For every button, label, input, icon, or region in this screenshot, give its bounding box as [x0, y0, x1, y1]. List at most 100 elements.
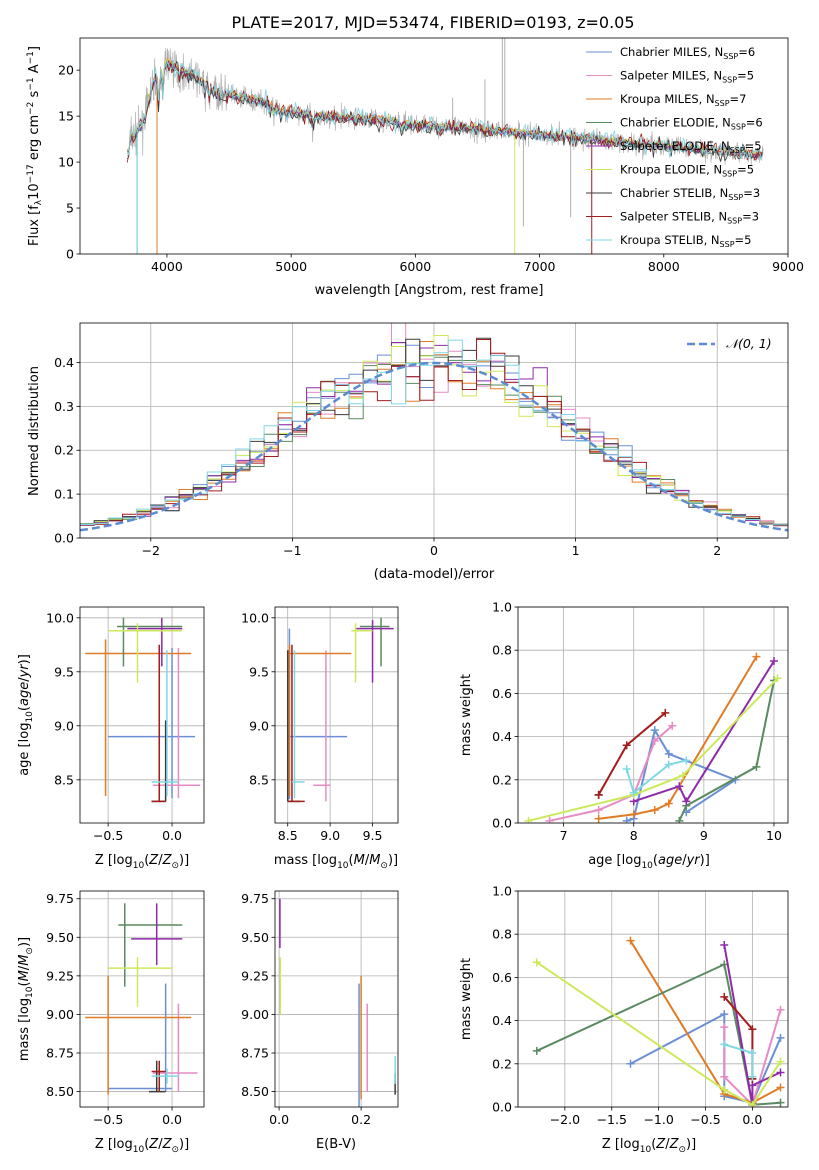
- x-tick-label: −2.0: [550, 1112, 580, 1127]
- mass_vs_Z-frame: [79, 890, 205, 1108]
- x-tick-label: −2: [142, 543, 160, 558]
- weight-marker: [594, 790, 603, 799]
- y-axis-label: Flux [fλ10−17 erg cm−2 s−1 A−1]: [26, 46, 44, 246]
- weight-line: [678, 680, 775, 822]
- y-tick-label: 0.4: [492, 1013, 512, 1028]
- x-tick-label: 4000: [151, 259, 183, 274]
- x-tick-label: 9.5: [363, 828, 383, 843]
- x-axis-label: age [log10(age/yr)]: [588, 853, 710, 871]
- x-tick-label: 10: [766, 828, 782, 843]
- y-tick-label: 10: [58, 155, 74, 170]
- x-tick-label: 8: [630, 828, 638, 843]
- x-tick-label: 0.0: [162, 1112, 182, 1127]
- weight-marker: [664, 760, 673, 769]
- y-axis-label: age [log10(age/yr)]: [17, 654, 35, 776]
- mass_vs_ebv-plot-area: [279, 898, 396, 1107]
- mass_vs_Z-plot-area: [85, 903, 198, 1095]
- y-tick-label: 8.75: [46, 1046, 74, 1061]
- weight_vs_Z-plot-area: [532, 936, 785, 1107]
- x-axis-label: mass [log10(M/M⊙)]: [274, 853, 398, 871]
- y-tick-label: 9.0: [249, 718, 269, 733]
- x-axis-label: (data-model)/error: [374, 567, 495, 582]
- residual-histogram: [80, 339, 788, 526]
- weight-line: [633, 660, 775, 804]
- weight-marker: [720, 1085, 729, 1094]
- weight-marker: [776, 1083, 785, 1092]
- y-tick-label: 0.8: [492, 643, 512, 658]
- spectrum-plot-area: [126, 38, 764, 254]
- weight-line: [598, 656, 758, 820]
- spectrum-panel: 4000 5000 6000 7000 8000 9000 0 5 10 15 20 waveleng…: [26, 37, 804, 298]
- mass_vs_Z-panel: −0.5 0.0 8.50 8.75 9.00 9.25 9.50 9.75 Z [log10(…: [17, 890, 205, 1155]
- weight-marker: [752, 652, 761, 661]
- y-tick-label: 0.0: [492, 816, 512, 831]
- x-tick-label: −0.5: [93, 828, 123, 843]
- weight-marker: [776, 1033, 785, 1042]
- weight_vs_age-frame: [517, 606, 789, 824]
- weight-marker: [594, 814, 603, 823]
- weight-marker: [720, 992, 729, 1001]
- x-tick-label: 1: [572, 543, 580, 558]
- x-tick-label: 0.0: [269, 1112, 289, 1127]
- weight-marker: [720, 941, 729, 949]
- weight-marker: [622, 816, 631, 823]
- y-tick-label: 8.5: [249, 772, 269, 787]
- weight-marker: [545, 816, 554, 823]
- weight-marker: [748, 1049, 757, 1057]
- spectrum-legend: Chabrier MILES, NSSP=6 Salpeter MILES, NS…: [586, 45, 763, 249]
- y-tick-label: 20: [58, 63, 74, 78]
- weight_vs_age-panel: 7 8 9 10 0.0 0.2 0.4 0.6 0.8 1.0 mass weight age [l…: [459, 600, 789, 871]
- x-tick-label: 0.2: [351, 1112, 371, 1127]
- y-tick-label: 9.00: [46, 1007, 74, 1022]
- model-spectrum-line: [126, 59, 763, 161]
- mass_vs_ebv-frame: [274, 890, 399, 1108]
- weight-marker: [776, 1005, 785, 1014]
- x-tick-label: 2: [713, 543, 721, 558]
- y-tick-label: 10.0: [46, 610, 74, 625]
- x-tick-label: 9.0: [320, 828, 340, 843]
- weight_vs_Z-panel: −2.0 −1.5 −1.0 −0.5 0.0 0.0 0.2 0.4 0.6 0.8 1.0 mas…: [459, 884, 789, 1155]
- weight-line: [724, 1043, 754, 1077]
- y-tick-label: 0.2: [54, 443, 74, 458]
- x-tick-label: 8.5: [278, 828, 298, 843]
- y-tick-label: 0.6: [492, 686, 512, 701]
- y-tick-label: 0.0: [54, 531, 74, 546]
- x-tick-label: 0.0: [162, 828, 182, 843]
- weight-marker: [626, 936, 635, 945]
- weight-marker: [675, 816, 684, 823]
- x-axis-label: Z [log10(Z/Z⊙)]: [95, 1137, 189, 1155]
- x-tick-label: −1.5: [597, 1112, 627, 1127]
- weight-marker: [682, 797, 691, 806]
- x-tick-label: −1.0: [643, 1112, 673, 1127]
- weight-marker: [776, 1057, 785, 1066]
- weight-marker: [650, 726, 659, 735]
- y-axis-label: mass weight: [459, 958, 474, 1040]
- weight-marker: [668, 721, 677, 730]
- weight-marker: [629, 810, 638, 819]
- y-tick-label: 0.4: [492, 729, 512, 744]
- y-tick-label: 0.2: [492, 1056, 512, 1071]
- weight-marker: [532, 1046, 541, 1055]
- weight-marker: [720, 1040, 729, 1049]
- legend-entry: Chabrier MILES, NSSP=6: [620, 45, 755, 61]
- y-tick-label: 5: [66, 201, 74, 216]
- x-tick-label: 8000: [648, 259, 680, 274]
- weight-marker: [769, 657, 778, 665]
- weight-marker: [675, 782, 684, 791]
- x-tick-label: −1: [283, 543, 301, 558]
- y-tick-label: 0.8: [492, 927, 512, 942]
- weight-line: [723, 944, 781, 1105]
- age_vs_mass-panel: 8.5 9.0 9.5 8.5 9.0 9.5 10.0 mass [log10(M/M⊙)]: [241, 606, 399, 871]
- weight-marker: [720, 1010, 729, 1019]
- weight_vs_age-plot-area: [524, 652, 782, 823]
- y-tick-label: 9.50: [46, 930, 74, 945]
- y-tick-label: 0.1: [54, 487, 74, 502]
- legend-entry: Salpeter STELIB, NSSP=3: [620, 210, 759, 226]
- age_vs_Z-panel: −0.5 0.0 8.5 9.0 9.5 10.0 Z [log10(Z/Z⊙)] age […: [17, 606, 205, 871]
- age_vs_Z-plot-area: [85, 617, 201, 803]
- legend-entry: Chabrier ELODIE, NSSP=6: [620, 116, 763, 132]
- legend-entry: Kroupa MILES, NSSP=7: [620, 92, 746, 108]
- weight-line: [536, 961, 782, 1107]
- weight-line: [597, 712, 666, 796]
- weight-marker: [594, 806, 603, 815]
